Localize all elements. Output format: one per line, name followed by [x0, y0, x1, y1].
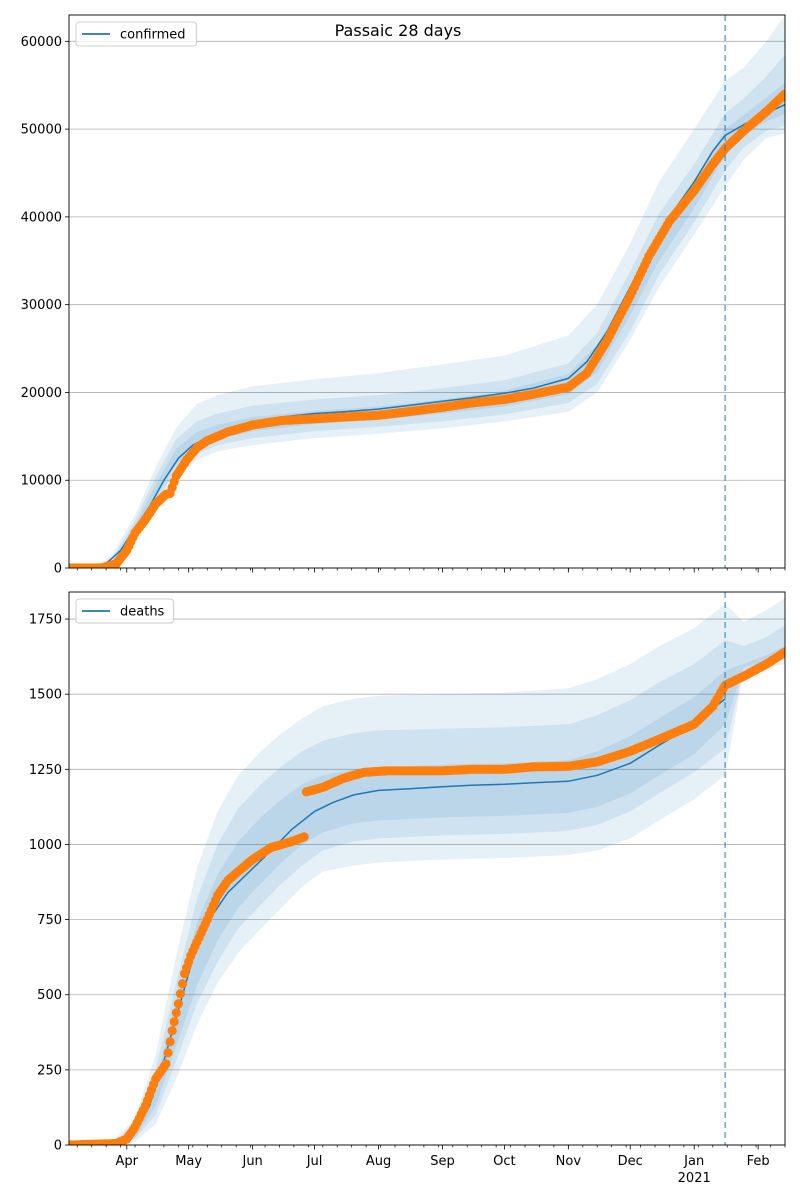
figure-title: Passaic 28 days [335, 21, 462, 40]
band-outer [69, 598, 785, 1145]
observed-point [167, 1026, 177, 1036]
observed-point [177, 979, 188, 989]
axes-frame [68, 14, 786, 569]
observed-point [299, 832, 309, 842]
y-tick-label: 750 [37, 913, 62, 928]
deaths-panel: 0 250 500 750 1000 1250 1500 1750 Apr May Jun Jul Au… [29, 591, 786, 1186]
y-tick-label: 60000 [21, 35, 62, 50]
fit-line [69, 103, 785, 568]
band-inner [69, 646, 785, 1145]
y-tick-label: 10000 [21, 474, 62, 489]
x-tick-label: Jun [241, 1154, 262, 1169]
x-tick-label: Jul [306, 1154, 323, 1169]
y-tick-label: 50000 [21, 123, 62, 138]
y-tick-label: 1250 [29, 763, 62, 778]
observed-point [161, 1059, 171, 1069]
observed-points [69, 89, 785, 568]
y-tick-label: 1750 [29, 613, 62, 628]
y-tick-label: 500 [37, 988, 62, 1003]
confirmed-panel: 0 10000 20000 30000 40000 50000 60000 confirmed [21, 14, 786, 577]
x-tick-label: Apr [116, 1154, 139, 1169]
legend-box [75, 21, 197, 47]
observed-point [169, 1017, 179, 1027]
axes-frame [68, 591, 786, 1146]
band-middle [69, 54, 785, 568]
y-tick-label: 20000 [21, 386, 62, 401]
observed-point [163, 1048, 173, 1058]
observed-point [171, 1008, 181, 1018]
x-tick-label: Sep [430, 1154, 455, 1169]
observed-point [165, 1037, 175, 1047]
observed-point [175, 989, 185, 999]
x-tick-label: Dec [618, 1154, 643, 1169]
y-tick-label: 30000 [21, 298, 62, 313]
x-tick-label: Jan [683, 1154, 704, 1169]
y-tick-label: 0 [54, 1139, 62, 1154]
observed-points [69, 647, 785, 1145]
legend-label: confirmed [120, 28, 186, 43]
x-tick-label: Aug [366, 1154, 391, 1169]
legend: deaths [75, 598, 175, 624]
y-tick-label: 1000 [29, 838, 62, 853]
x-year-label: 2021 [678, 1171, 711, 1186]
legend: confirmed [75, 21, 197, 47]
plot-area [69, 598, 785, 1145]
x-tick-label: Feb [747, 1154, 770, 1169]
x-tick-label: May [175, 1154, 202, 1169]
y-tick-label: 40000 [21, 210, 62, 225]
x-tick-label: Oct [493, 1154, 515, 1169]
observed-point [173, 999, 183, 1009]
x-tick-label: Nov [556, 1154, 582, 1169]
y-tick-label: 1500 [29, 688, 62, 703]
plot-area [69, 15, 785, 568]
y-tick-label: 250 [37, 1063, 62, 1078]
observed-point [780, 89, 785, 99]
y-tick-label: 0 [54, 562, 62, 577]
legend-label: deaths [120, 605, 165, 620]
observed-point [780, 647, 785, 657]
legend-box [75, 598, 175, 624]
